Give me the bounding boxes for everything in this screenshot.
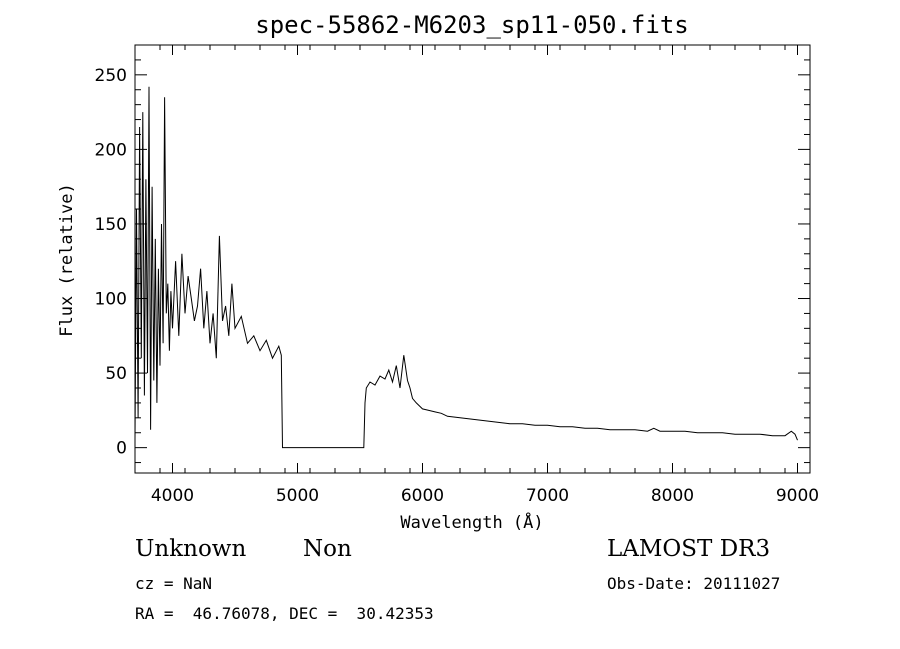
y-axis-label: Flux (relative): [57, 183, 77, 337]
chart-title: spec-55862-M6203_sp11-050.fits: [255, 11, 688, 39]
y-tick-label: 150: [95, 215, 127, 235]
y-tick-label: 200: [95, 140, 127, 160]
y-tick-label: 0: [116, 439, 127, 459]
x-tick-label: 5000: [276, 486, 319, 506]
x-axis-label: Wavelength (Å): [400, 511, 543, 533]
x-tick-label: 4000: [151, 486, 194, 506]
y-tick-label: 100: [95, 290, 127, 310]
y-tick-label: 50: [105, 364, 127, 384]
survey-label: LAMOST DR3: [607, 536, 771, 562]
axis-ticks: [134, 45, 811, 473]
observation-date: Obs-Date: 20111027: [607, 574, 781, 593]
x-tick-label: 7000: [526, 486, 569, 506]
axis-tick-labels: 4000 5000 6000 7000 8000 9000 0 50 100 150 200 250: [95, 66, 820, 506]
x-tick-label: 9000: [776, 486, 819, 506]
y-tick-label: 250: [95, 66, 127, 86]
x-tick-label: 6000: [401, 486, 444, 506]
coordinates-readout: RA = 46.76078, DEC = 30.42353: [135, 604, 434, 623]
x-tick-label: 8000: [651, 486, 694, 506]
series-line-flux: [134, 86, 798, 449]
object-class-label: Unknown: [135, 536, 247, 562]
redshift-readout: cz = NaN: [135, 574, 213, 593]
plot-frame: [134, 44, 811, 474]
object-subclass-label: Non: [303, 536, 352, 562]
